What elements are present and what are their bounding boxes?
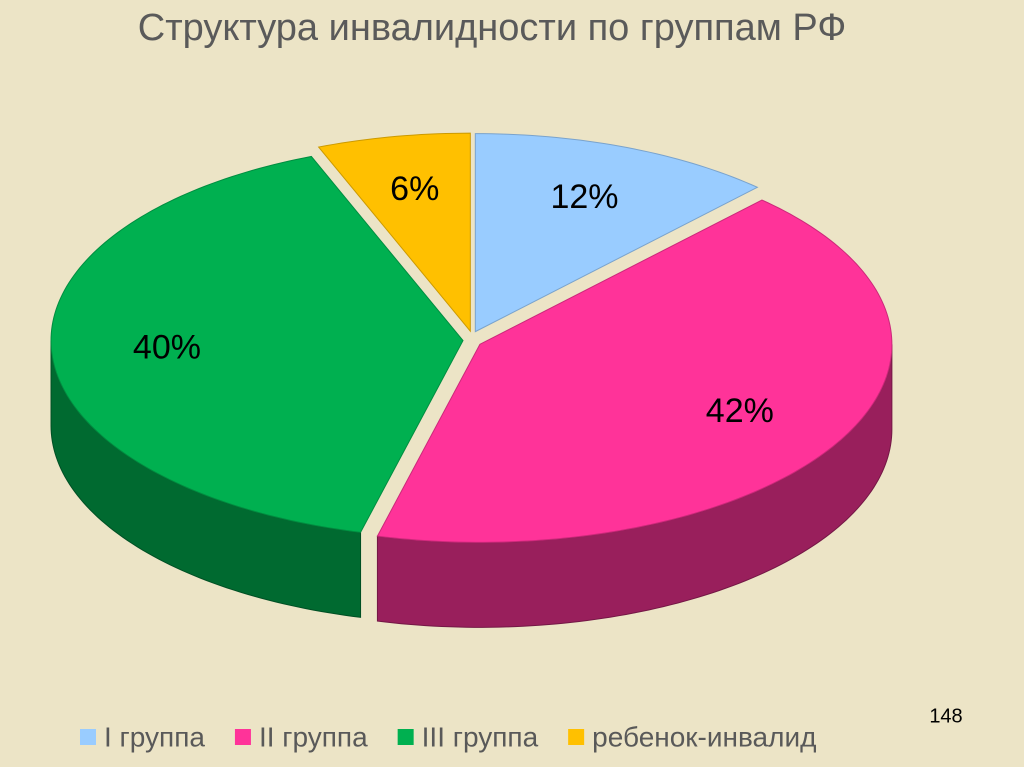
slide-number: 148	[929, 705, 962, 727]
data-label: 40%	[133, 329, 201, 367]
slice	[317, 132, 471, 333]
slice	[474, 133, 759, 333]
data-label: 42%	[706, 392, 774, 430]
legend-label: II группа	[259, 721, 368, 752]
legend-swatch	[80, 729, 96, 745]
slice	[376, 199, 893, 543]
legend-label: I группа	[104, 721, 205, 752]
data-label: 12%	[550, 178, 618, 216]
chart-title: Структура инвалидности по группам РФ	[137, 7, 847, 49]
data-label: 6%	[390, 170, 439, 208]
legend-label: ребенок-инвалид	[592, 721, 816, 752]
legend-swatch	[397, 729, 414, 745]
legend-label: III группа	[422, 721, 539, 752]
legend-swatch	[234, 729, 251, 745]
slice	[50, 155, 464, 533]
legend-swatch	[568, 729, 585, 745]
